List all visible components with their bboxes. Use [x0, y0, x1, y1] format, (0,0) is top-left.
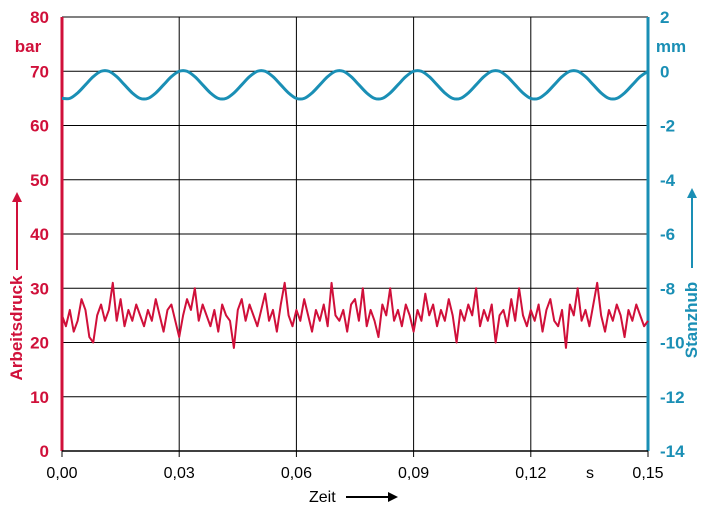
- right-tick-label: -10: [660, 334, 685, 353]
- right-tick-label: -8: [660, 279, 675, 298]
- right-tick-label: -14: [660, 442, 685, 461]
- x-tick-label: 0,12: [515, 465, 546, 482]
- x-tick-label: 0,06: [281, 465, 312, 482]
- right-tick-label: 2: [660, 8, 669, 27]
- grid: [60, 16, 650, 457]
- left-tick-label: 30: [30, 279, 49, 298]
- left-tick-label: 40: [30, 225, 49, 244]
- series-line-arbeitsdruck: [61, 281, 649, 349]
- left-tick-label: 70: [30, 62, 49, 81]
- series-line-stanzhub: [61, 69, 649, 101]
- left-tick-label: 20: [30, 334, 49, 353]
- left-axis-unit: bar: [15, 37, 42, 56]
- right-axis-title-group: Stanzhub: [682, 188, 701, 358]
- left-tick-label: 50: [30, 171, 49, 190]
- left-tick-label: 0: [40, 442, 49, 461]
- right-tick-label: -4: [660, 171, 676, 190]
- x-axis-unit: s: [586, 465, 594, 482]
- right-tick-label: 0: [660, 62, 669, 81]
- x-axis-arrow-head: [388, 492, 398, 502]
- right-tick-label: -2: [660, 117, 675, 136]
- left-axis-title-group: Arbeitsdruck: [7, 192, 26, 380]
- right-tick-label: -12: [660, 388, 685, 407]
- right-tick-label: -6: [660, 225, 675, 244]
- x-tick-label: 0,15: [632, 465, 663, 482]
- x-tick-label: 0,03: [164, 465, 195, 482]
- x-axis-title: Zeit: [309, 489, 336, 506]
- left-tick-label: 60: [30, 117, 49, 136]
- x-tick-label: 0,09: [398, 465, 429, 482]
- right-axis-title: Stanzhub: [682, 282, 701, 359]
- left-tick-label: 80: [30, 8, 49, 27]
- left-axis-title: Arbeitsdruck: [7, 275, 26, 380]
- left-axis-arrow-head: [12, 192, 22, 202]
- right-axis-unit: mm: [656, 37, 686, 56]
- left-tick-label: 10: [30, 388, 49, 407]
- series-layer: [61, 69, 649, 349]
- x-tick-label: 0,00: [46, 465, 77, 482]
- right-axis-arrow-head: [687, 188, 697, 198]
